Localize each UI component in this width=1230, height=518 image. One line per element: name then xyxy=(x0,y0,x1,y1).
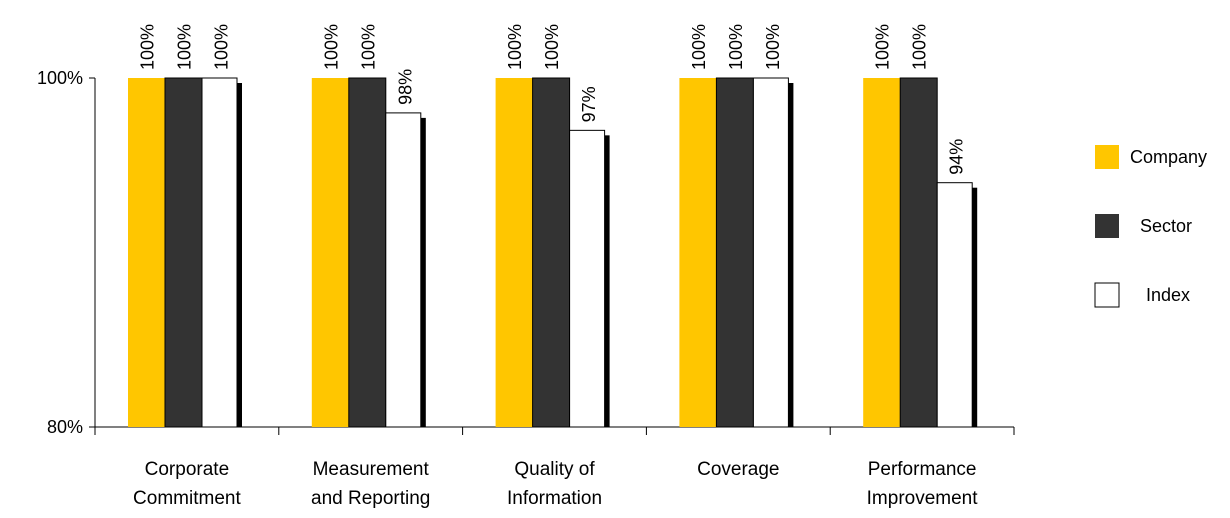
legend-swatch-company xyxy=(1095,145,1119,169)
data-label: 97% xyxy=(579,86,599,122)
legend-swatch-index xyxy=(1094,282,1120,308)
data-label: 98% xyxy=(395,69,415,105)
bar-company xyxy=(863,78,901,427)
x-tick-label: Corporate xyxy=(145,459,230,480)
data-label: 100% xyxy=(321,24,341,70)
bar-index xyxy=(569,129,606,428)
x-tick-label: Performance xyxy=(868,459,977,480)
bar-company xyxy=(679,78,717,427)
x-tick-label: Measurement xyxy=(313,459,430,480)
bar-company xyxy=(495,78,533,427)
legend-label: Sector xyxy=(1140,216,1192,236)
data-label: 100% xyxy=(763,24,783,70)
x-tick-label: Improvement xyxy=(867,488,979,509)
data-label: 100% xyxy=(542,24,562,70)
y-tick-label: 100% xyxy=(37,68,83,88)
data-label: 100% xyxy=(689,24,709,70)
bar-index xyxy=(385,112,422,428)
y-tick-label: 80% xyxy=(47,417,83,437)
data-label: 100% xyxy=(873,24,893,70)
data-label: 100% xyxy=(910,24,930,70)
legend-label: Index xyxy=(1146,285,1190,305)
legend-label: Company xyxy=(1130,147,1207,167)
bar-company xyxy=(128,78,165,427)
x-tick-label: Quality of xyxy=(514,459,595,480)
data-label: 100% xyxy=(358,24,378,70)
legend-swatch-sector xyxy=(1095,214,1119,238)
bar-sector xyxy=(715,77,754,428)
bar-sector xyxy=(532,77,571,428)
bar-sector xyxy=(899,77,938,428)
data-label: 100% xyxy=(212,24,232,70)
bar-sector xyxy=(348,77,387,428)
x-tick-label: Information xyxy=(507,488,602,509)
x-tick-label: Commitment xyxy=(133,488,241,509)
data-label: 100% xyxy=(175,24,195,70)
bar-index xyxy=(752,77,789,428)
data-label: 100% xyxy=(505,24,525,70)
bar-index xyxy=(936,182,973,428)
bar-sector xyxy=(164,77,203,428)
bar-index xyxy=(201,77,238,428)
data-label: 94% xyxy=(947,139,967,175)
bar-company xyxy=(311,78,349,427)
x-tick-label: Coverage xyxy=(697,459,779,480)
data-label: 100% xyxy=(726,24,746,70)
data-label: 100% xyxy=(138,24,158,70)
x-tick-label: and Reporting xyxy=(311,488,430,509)
